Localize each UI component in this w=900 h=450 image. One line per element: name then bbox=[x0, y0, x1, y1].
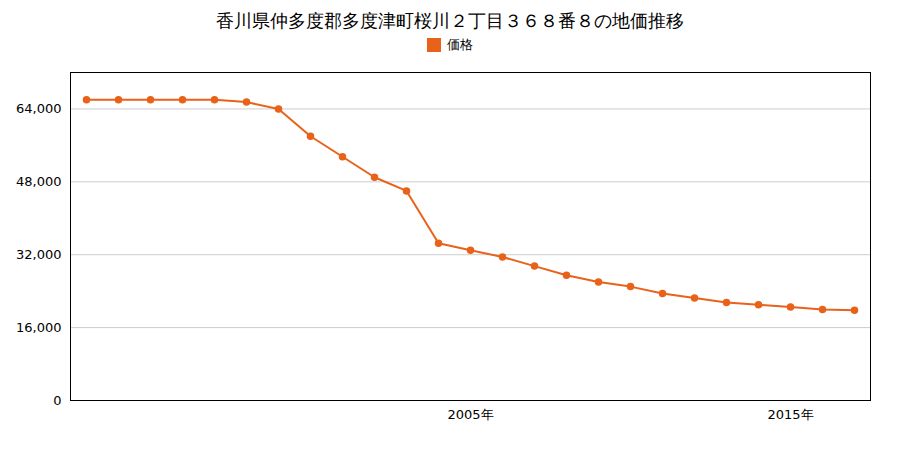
svg-text:64,000: 64,000 bbox=[16, 101, 62, 116]
svg-text:32,000: 32,000 bbox=[16, 247, 62, 262]
svg-text:16,000: 16,000 bbox=[16, 320, 62, 335]
svg-text:2005年: 2005年 bbox=[447, 407, 493, 422]
svg-text:2015年: 2015年 bbox=[767, 407, 813, 422]
svg-text:0: 0 bbox=[53, 393, 61, 408]
svg-text:48,000: 48,000 bbox=[16, 174, 62, 189]
html-text:価格: 価格 bbox=[447, 37, 473, 52]
html-text:香川県仲多度郡多度津町桜川２丁目３６８番８の地価推移: 香川県仲多度郡多度津町桜川２丁目３６８番８の地価推移 bbox=[216, 10, 684, 31]
